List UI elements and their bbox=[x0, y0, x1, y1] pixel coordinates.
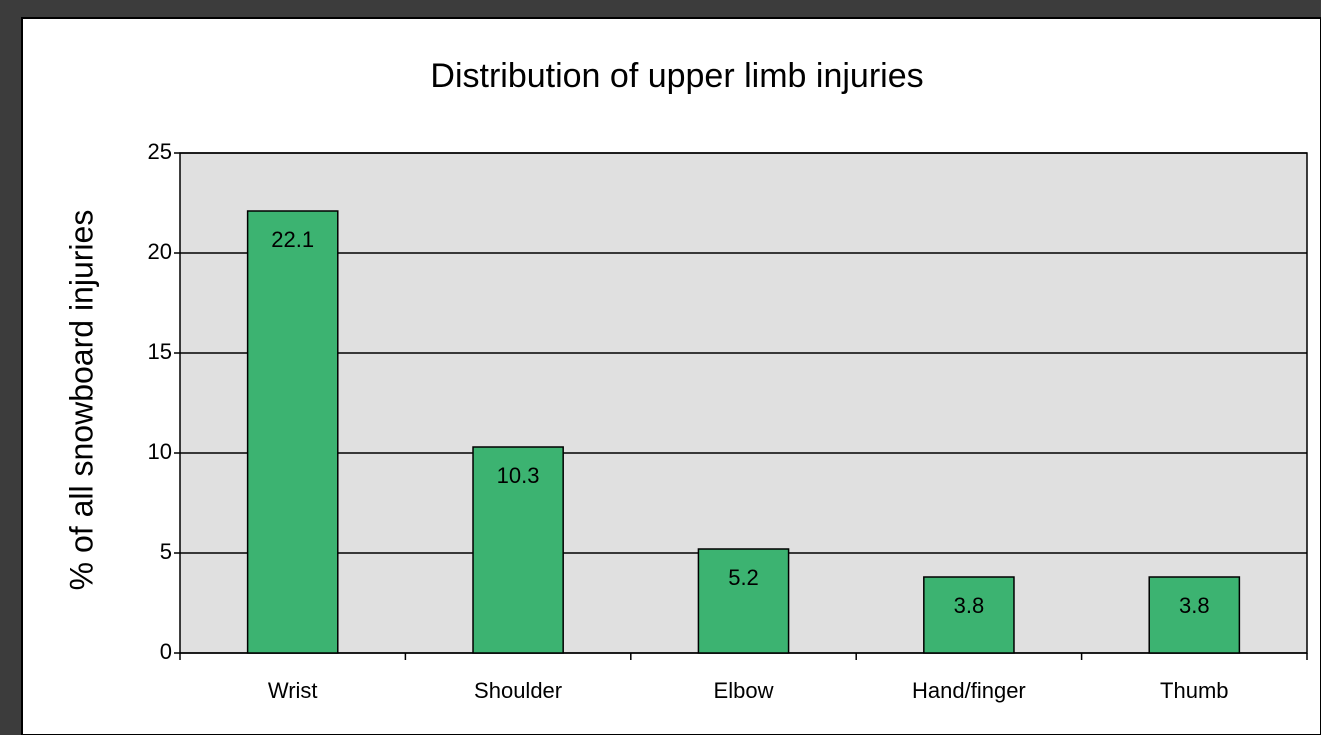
bar bbox=[697, 548, 790, 654]
bar bbox=[923, 576, 1015, 654]
value-label: 3.8 bbox=[954, 593, 985, 618]
y-tick-label: 20 bbox=[148, 239, 172, 264]
bar bbox=[246, 210, 339, 654]
bar bbox=[1148, 576, 1241, 654]
x-tick-label: Wrist bbox=[268, 678, 318, 703]
value-label: 10.3 bbox=[497, 463, 540, 488]
y-axis-label: % of all snowboard injuries bbox=[63, 210, 99, 591]
value-label: 22.1 bbox=[271, 227, 314, 252]
x-tick-label: Thumb bbox=[1160, 678, 1228, 703]
chart-title: Distribution of upper limb injuries bbox=[430, 57, 923, 95]
y-tick-label: 5 bbox=[160, 539, 172, 564]
x-tick-label: Shoulder bbox=[474, 678, 562, 703]
x-tick-label: Hand/finger bbox=[912, 678, 1026, 703]
y-tick-label: 15 bbox=[148, 339, 172, 364]
x-tick-label: Elbow bbox=[714, 678, 774, 703]
y-tick-label: 0 bbox=[160, 639, 172, 664]
y-tick-label: 10 bbox=[148, 439, 172, 464]
y-tick-label: 25 bbox=[148, 139, 172, 164]
value-label: 5.2 bbox=[728, 565, 759, 590]
value-label: 3.8 bbox=[1179, 593, 1210, 618]
bar bbox=[472, 446, 564, 654]
